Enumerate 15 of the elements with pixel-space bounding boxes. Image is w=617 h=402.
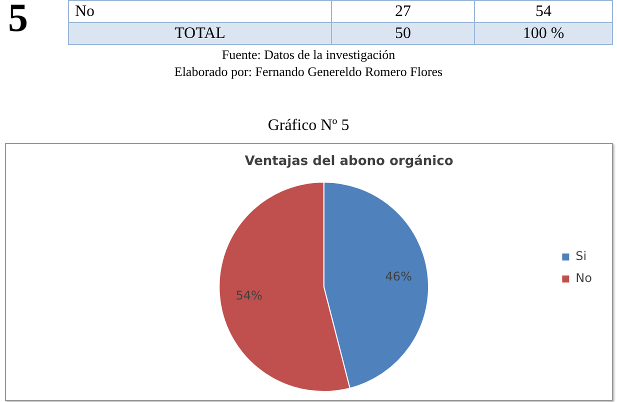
text: 50 (332, 22, 474, 44)
data-label: 46% (385, 269, 412, 284)
text: 54 (474, 0, 612, 22)
text: 27 (332, 0, 474, 22)
text: 5 (8, 0, 28, 40)
text: No (68, 0, 332, 22)
text: TOTAL (68, 22, 332, 44)
legend-label: Si (576, 249, 587, 264)
text: Gráfico Nº 5 (266, 117, 350, 135)
source-note: Fuente: Datos de la investigación (220, 47, 396, 63)
text: Elaborado por: Fernando Genereldo Romero Flores (173, 64, 444, 80)
chart-title: Ventajas del abono orgánico (244, 154, 454, 170)
text: 100 % (474, 22, 612, 44)
data-label: 54% (236, 288, 262, 302)
legend-label: No (576, 271, 592, 286)
